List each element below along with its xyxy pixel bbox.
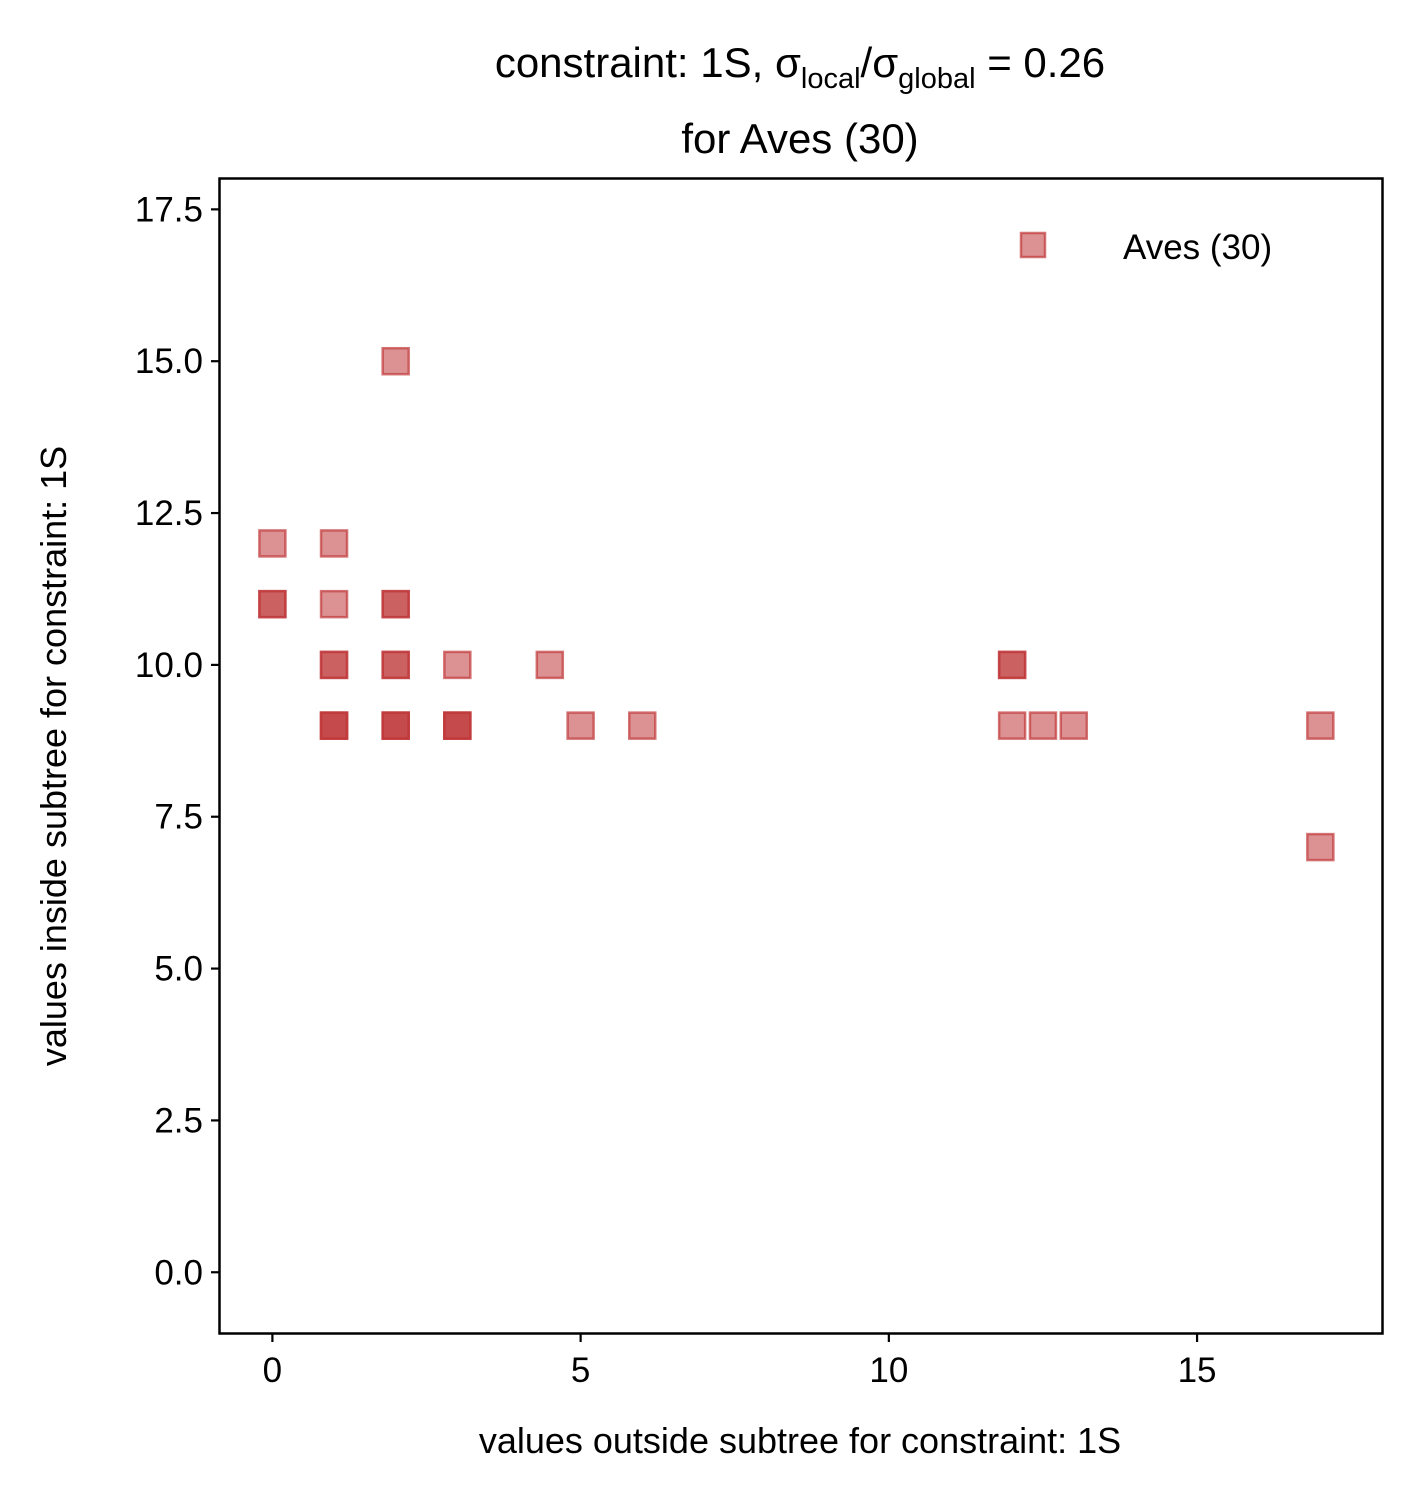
- y-tick-label: 2.5: [154, 1101, 203, 1140]
- data-point: [1028, 711, 1058, 740]
- data-point: [628, 711, 657, 740]
- y-tick-label: 10.0: [135, 646, 203, 685]
- y-axis-ticks: 0.0 2.5 5.0 7.5 10.0 12.5 15.0 17.5: [135, 190, 220, 1292]
- x-axis-label: values outside subtree for constraint: 1…: [479, 1420, 1121, 1461]
- data-point: [443, 711, 472, 740]
- x-tick-label: 5: [571, 1351, 590, 1390]
- y-tick-label: 0.0: [154, 1253, 203, 1292]
- y-tick-label: 12.5: [135, 494, 203, 533]
- legend-label: Aves (30): [1123, 228, 1272, 267]
- y-tick-label: 7.5: [154, 798, 203, 837]
- chart-title-line2: for Aves (30): [681, 115, 918, 162]
- data-point: [381, 346, 410, 376]
- data-point: [381, 650, 410, 680]
- y-tick-label: 15.0: [135, 342, 203, 381]
- data-point: [1306, 832, 1335, 862]
- data-point: [258, 589, 287, 619]
- x-axis-ticks: 0 5 10 15: [263, 1333, 1217, 1390]
- data-point: [381, 589, 410, 619]
- chart-title-line1: constraint: 1S, σlocal/σglobal = 0.26: [495, 39, 1105, 95]
- y-tick-label: 17.5: [135, 190, 203, 229]
- data-point: [443, 650, 472, 680]
- plot-area-frame: [218, 177, 1384, 1335]
- data-point: [319, 529, 349, 558]
- legend-marker: [1019, 231, 1047, 259]
- data-point: [566, 711, 595, 740]
- data-point: [319, 589, 349, 619]
- data-point: [381, 711, 410, 740]
- data-point: [258, 529, 287, 558]
- y-tick-label: 5.0: [154, 950, 203, 989]
- data-points: [258, 346, 1335, 862]
- y-axis-label: values inside subtree for constraint: 1S: [33, 446, 74, 1066]
- legend: Aves (30): [1019, 228, 1272, 267]
- data-point: [319, 711, 349, 740]
- data-point: [997, 711, 1027, 740]
- data-point: [997, 650, 1027, 680]
- data-point: [1059, 711, 1089, 740]
- x-tick-label: 0: [263, 1351, 282, 1390]
- x-tick-label: 10: [869, 1351, 908, 1390]
- data-point: [535, 650, 565, 680]
- x-tick-label: 15: [1178, 1351, 1217, 1390]
- data-point: [319, 650, 349, 680]
- data-point: [1306, 711, 1335, 740]
